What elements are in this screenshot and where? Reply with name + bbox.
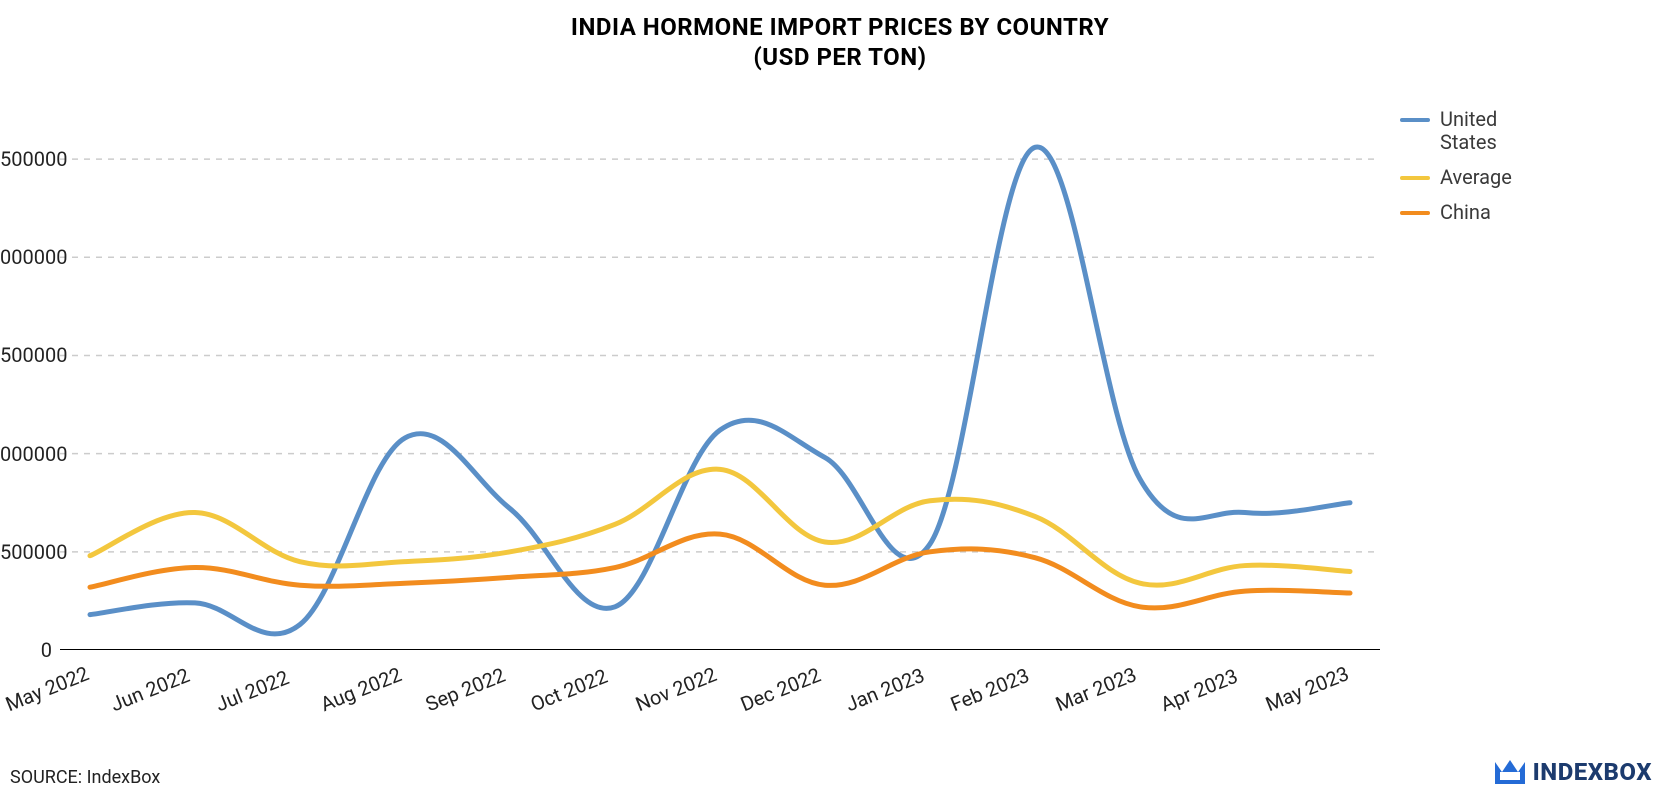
y-tick-label: 000000 [0, 245, 52, 269]
x-tick-label: May 2023 [1262, 661, 1352, 716]
legend-item: China [1400, 201, 1512, 224]
legend-item: UnitedStates [1400, 108, 1512, 154]
x-tick-label: May 2022 [2, 661, 92, 716]
legend-swatch [1400, 176, 1430, 180]
x-tick-label: Jun 2022 [107, 663, 193, 716]
x-tick-label: Sep 2022 [422, 663, 509, 717]
x-tick-label: Jan 2023 [842, 663, 928, 716]
y-tick-label: 500000 [0, 147, 52, 171]
series-line-china [90, 534, 1350, 608]
chart-title-line2: (USD PER TON) [0, 42, 1680, 72]
brand-logo-text: INDEXBOX [1533, 758, 1652, 786]
plot-area [60, 110, 1380, 650]
legend-label: UnitedStates [1440, 108, 1497, 154]
chart-title-block: INDIA HORMONE IMPORT PRICES BY COUNTRY (… [0, 12, 1680, 72]
y-tick-label: 500000 [0, 343, 52, 367]
source-attribution: SOURCE: IndexBox [10, 767, 160, 788]
x-tick-label: Jul 2022 [212, 665, 292, 716]
y-tick-label: 0 [0, 638, 52, 662]
legend-label: China [1440, 201, 1491, 224]
legend-item: Average [1400, 166, 1512, 189]
brand-logo: INDEXBOX [1493, 758, 1652, 786]
legend: UnitedStates Average China [1400, 108, 1512, 236]
x-tick-label: Dec 2022 [737, 662, 824, 716]
legend-swatch [1400, 211, 1430, 215]
x-tick-label: Oct 2022 [527, 664, 611, 716]
x-tick-label: Nov 2022 [632, 662, 720, 716]
legend-label: Average [1440, 166, 1512, 189]
x-tick-label: Mar 2023 [1052, 662, 1140, 716]
crown-box-icon [1493, 758, 1527, 786]
legend-swatch [1400, 118, 1430, 122]
x-tick-label: Apr 2023 [1157, 664, 1241, 717]
y-tick-label: 000000 [0, 442, 52, 466]
y-tick-label: 500000 [0, 540, 52, 564]
x-tick-label: Aug 2022 [317, 662, 405, 716]
plot-svg [60, 110, 1380, 650]
x-tick-label: Feb 2023 [947, 663, 1033, 716]
series-line-united-states [90, 147, 1350, 634]
series-line-average [90, 469, 1350, 585]
chart-container: INDIA HORMONE IMPORT PRICES BY COUNTRY (… [0, 0, 1680, 800]
chart-title-line1: INDIA HORMONE IMPORT PRICES BY COUNTRY [0, 12, 1680, 42]
